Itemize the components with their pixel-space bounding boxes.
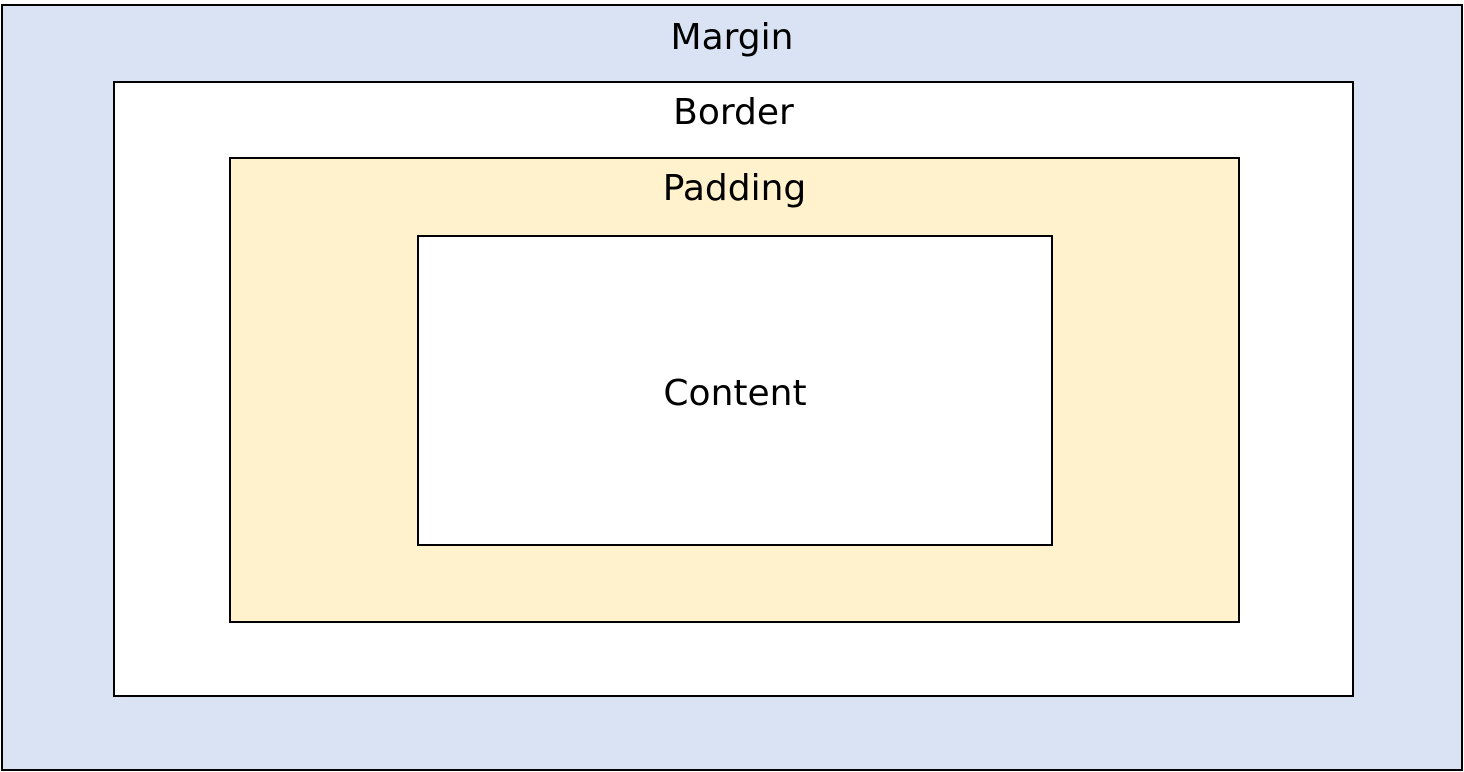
border-box: Border Padding Content [113,81,1354,697]
content-label: Content [663,372,807,414]
margin-label: Margin [670,17,794,58]
padding-box: Padding Content [229,157,1240,623]
content-box: Content [417,235,1053,546]
margin-box: Margin Border Padding Content [1,4,1463,771]
border-label: Border [673,92,794,133]
padding-label: Padding [662,168,807,209]
